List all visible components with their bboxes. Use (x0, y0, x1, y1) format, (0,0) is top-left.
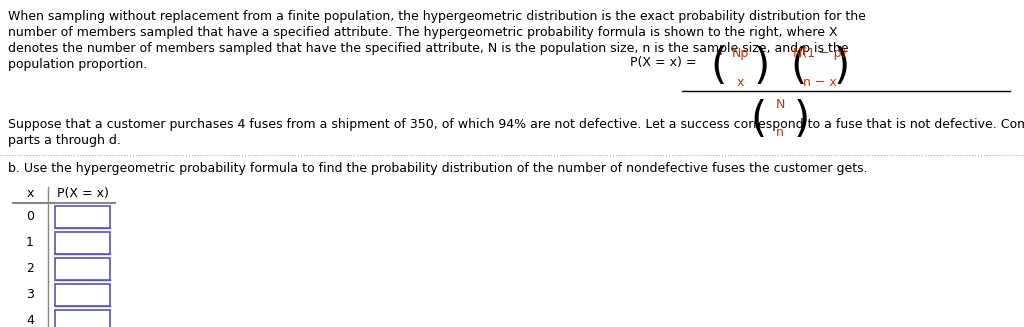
Text: (: ( (750, 99, 766, 141)
Text: (: ( (790, 46, 806, 88)
Text: n: n (776, 127, 784, 140)
Text: denotes the number of members sampled that have the specified attribute, N is th: denotes the number of members sampled th… (8, 42, 849, 55)
Text: P(X = x): P(X = x) (56, 187, 109, 200)
Text: x: x (736, 76, 743, 89)
Text: n − x: n − x (803, 76, 837, 89)
Text: When sampling without replacement from a finite population, the hypergeometric d: When sampling without replacement from a… (8, 10, 866, 23)
Text: ): ) (794, 99, 810, 141)
Text: Np: Np (731, 46, 749, 60)
Text: P(X = x) =: P(X = x) = (630, 56, 696, 69)
FancyBboxPatch shape (55, 310, 110, 327)
FancyBboxPatch shape (55, 206, 110, 228)
Text: N: N (775, 98, 784, 112)
Text: parts a through d.: parts a through d. (8, 134, 121, 147)
Text: ): ) (834, 46, 850, 88)
Text: ): ) (754, 46, 770, 88)
FancyBboxPatch shape (55, 258, 110, 280)
FancyBboxPatch shape (55, 232, 110, 254)
Text: 3: 3 (26, 288, 34, 301)
Text: x: x (27, 187, 34, 200)
Text: 2: 2 (26, 263, 34, 276)
Text: N(1 − p): N(1 − p) (794, 46, 847, 60)
FancyBboxPatch shape (55, 284, 110, 306)
Text: (: ( (710, 46, 726, 88)
Text: b. Use the hypergeometric probability formula to find the probability distributi: b. Use the hypergeometric probability fo… (8, 162, 867, 175)
Text: Suppose that a customer purchases 4 fuses from a shipment of 350, of which 94% a: Suppose that a customer purchases 4 fuse… (8, 118, 1024, 131)
Text: population proportion.: population proportion. (8, 58, 147, 71)
Text: 0: 0 (26, 211, 34, 223)
Text: number of members sampled that have a specified attribute. The hypergeometric pr: number of members sampled that have a sp… (8, 26, 838, 39)
Text: 4: 4 (26, 315, 34, 327)
Text: 1: 1 (26, 236, 34, 250)
